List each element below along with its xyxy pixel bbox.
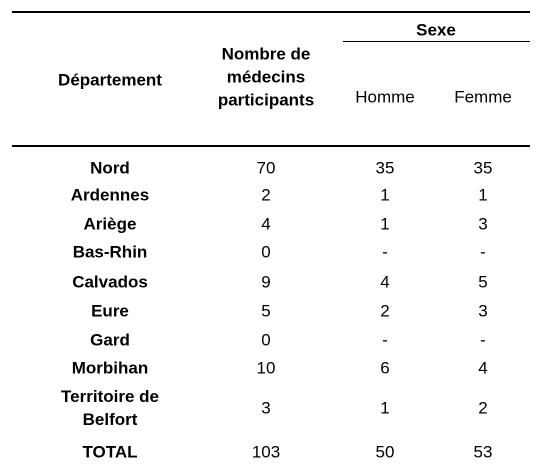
doctors-cell: 0 [261, 330, 271, 350]
top-rule [12, 11, 530, 13]
female-cell: 5 [478, 272, 488, 292]
doctors-cell: 103 [251, 442, 281, 462]
doctors-header: Nombre de médecins participants [217, 44, 315, 110]
department-cell: Ardennes [70, 185, 150, 205]
doctors-cell: 4 [261, 214, 271, 234]
doctors-cell: 10 [256, 358, 276, 378]
doctors-cell: 9 [261, 272, 271, 292]
doctors-cell: 70 [256, 158, 276, 178]
female-cell: 1 [478, 185, 488, 205]
male-header: Homme [355, 87, 415, 107]
female-cell: 3 [478, 214, 488, 234]
male-cell: 50 [375, 442, 395, 462]
doctors-cell: 5 [261, 301, 271, 321]
department-cell: Bas-Rhin [72, 242, 148, 262]
female-cell: 4 [478, 358, 488, 378]
sex-header: Sexe [416, 20, 456, 40]
department-cell: Calvados [72, 272, 148, 292]
male-cell: 35 [375, 158, 395, 178]
male-cell: 6 [380, 358, 390, 378]
male-cell: 1 [380, 398, 390, 418]
department-cell: Eure [91, 301, 129, 321]
female-cell: - [480, 330, 486, 350]
doctors-cell: 0 [261, 242, 271, 262]
male-cell: 2 [380, 301, 390, 321]
male-cell: - [382, 242, 388, 262]
department-cell: Gard [90, 330, 130, 350]
department-cell: Territoire de Belfort [61, 387, 159, 429]
department-cell: Ariège [83, 214, 137, 234]
female-cell: 3 [478, 301, 488, 321]
male-cell: 4 [380, 272, 390, 292]
female-cell: 35 [473, 158, 493, 178]
doctors-cell: 3 [261, 398, 271, 418]
department-header: Département [58, 70, 162, 90]
sex-rule [343, 41, 530, 42]
female-cell: - [480, 242, 486, 262]
female-cell: 53 [473, 442, 493, 462]
department-cell: TOTAL [82, 442, 138, 462]
header-rule [12, 145, 530, 147]
female-cell: 2 [478, 398, 488, 418]
male-cell: 1 [380, 214, 390, 234]
doctors-cell: 2 [261, 185, 271, 205]
department-cell: Nord [90, 158, 130, 178]
male-cell: 1 [380, 185, 390, 205]
male-cell: - [382, 330, 388, 350]
department-cell: Morbihan [71, 358, 149, 378]
female-header: Femme [454, 87, 512, 107]
